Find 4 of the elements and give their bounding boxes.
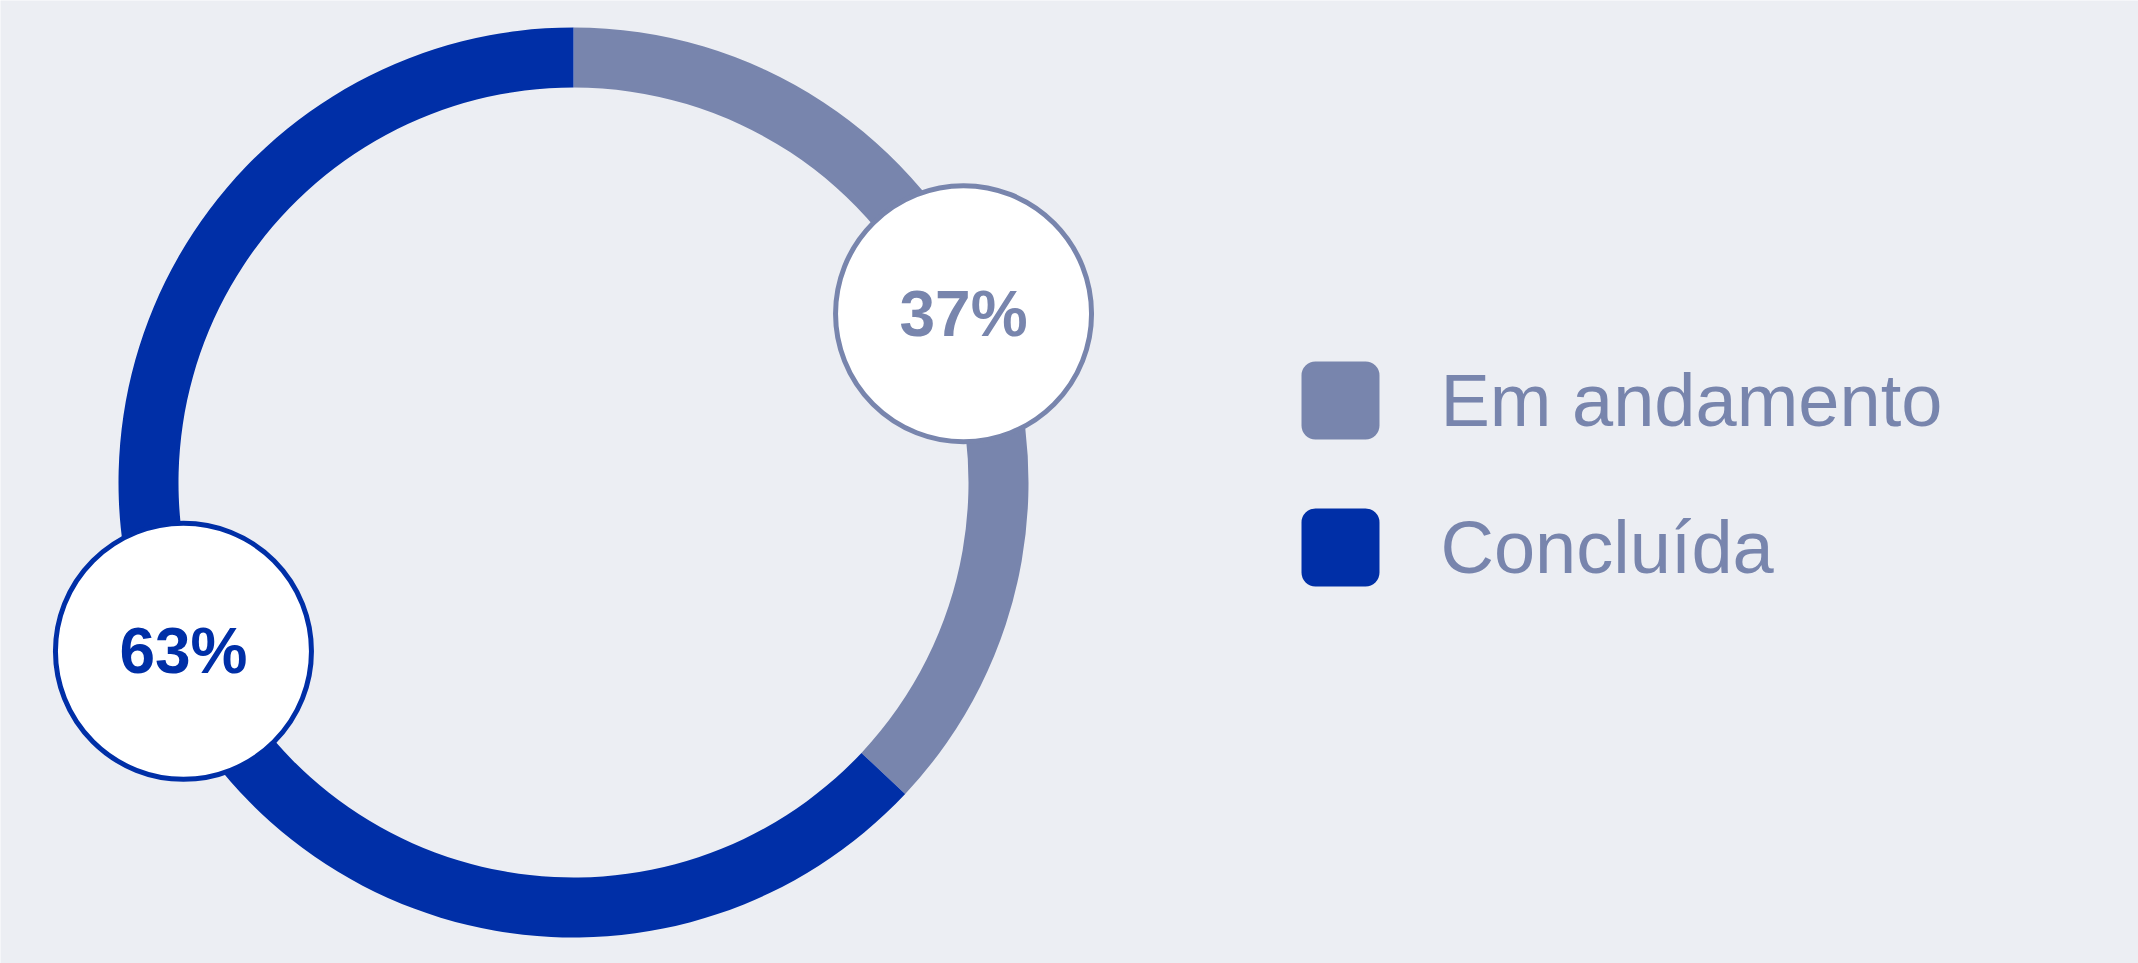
data-label: 63% — [119, 615, 248, 688]
legend-label: Em andamento — [1440, 359, 1943, 442]
legend-label: Concluída — [1440, 506, 1775, 589]
data-label: 37% — [899, 277, 1028, 350]
